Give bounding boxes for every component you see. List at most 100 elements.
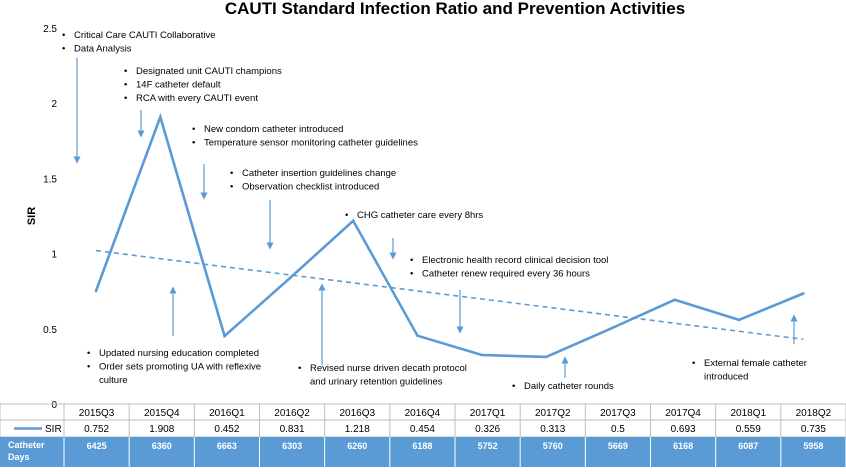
annotation-text: Designated unit CAUTI champions: [136, 66, 282, 77]
data-point: [673, 298, 676, 302]
annotation-text: Order sets promoting UA with reflexive: [99, 362, 261, 373]
data-point: [609, 327, 612, 331]
bullet-glyph: •: [692, 358, 695, 369]
data-point: [544, 355, 548, 359]
x-tick-label: 2018Q1: [730, 408, 766, 419]
ann-female: • External female catheter introduced: [692, 314, 807, 383]
data-label: 0.452: [214, 424, 239, 435]
annotation-text: Data Analysis: [74, 44, 132, 55]
bullet-glyph: •: [62, 30, 65, 41]
annotation-text: Revised nurse driven decath protocol: [310, 363, 467, 374]
data-label: 0.693: [671, 424, 696, 435]
data-label: 0.454: [410, 424, 435, 435]
x-tick-label: 2017Q1: [470, 408, 506, 419]
table-cell: 5958: [803, 441, 823, 451]
annotation-text: Temperature sensor monitoring catheter g…: [204, 138, 418, 149]
table-cell: 6260: [347, 441, 367, 451]
table-cell: 5752: [478, 441, 498, 451]
ann-insertion: • Catheter insertion guidelines change • Ob…: [230, 168, 396, 250]
annotation-text: CHG catheter care every 8hrs: [357, 210, 483, 221]
x-tick-label: 2016Q4: [405, 408, 441, 419]
y-tick-label: 1.5: [43, 174, 57, 185]
annotation-text: RCA with every CAUTI event: [136, 93, 258, 104]
ann-collaborative: • Critical Care CAUTI Collaborative • Data …: [62, 30, 215, 164]
ann-chg: • CHG catheter care every 8hrs: [345, 210, 483, 260]
ann-champions: • Designated unit CAUTI champions • 14F cat…: [124, 66, 282, 138]
annotation-text: Updated nursing education completed: [99, 348, 259, 359]
x-tick-label: 2017Q4: [665, 408, 701, 419]
data-label: 0.326: [475, 424, 500, 435]
bullet-glyph: •: [124, 66, 127, 77]
x-tick-label: 2016Q3: [339, 408, 375, 419]
series-sir: [94, 112, 805, 359]
data-label: 0.313: [540, 424, 565, 435]
bullet-glyph: •: [512, 381, 515, 392]
table-cell: 6168: [673, 441, 693, 451]
ann-education: • Updated nursing education completed • Ord…: [87, 286, 261, 386]
trendline: [95, 249, 804, 341]
table-cell: 6087: [738, 441, 758, 451]
ann-condom: • New condom catheter introduced • Temperat…: [192, 124, 418, 200]
y-axis: 0 0.5 1 1.5 2 2.5: [43, 24, 57, 411]
bullet-glyph: •: [192, 124, 195, 135]
ann-rounds: • Daily catheter rounds: [512, 356, 614, 392]
table-cell: 6360: [152, 441, 172, 451]
chart-title: CAUTI Standard Infection Ratio and Preve…: [225, 0, 685, 18]
series-line-sir: [94, 112, 804, 359]
data-label: 0.559: [736, 424, 761, 435]
data-point: [480, 353, 484, 357]
data-label: 0.735: [801, 424, 826, 435]
bullet-glyph: •: [410, 255, 413, 266]
data-label: 1.908: [149, 424, 174, 435]
bullet-glyph: •: [192, 138, 195, 149]
data-table: 2015Q3 2015Q4 2016Q1 2016Q2 2016Q3 2016Q4 2017…: [0, 403, 846, 467]
table-cell: 6425: [87, 441, 107, 451]
x-tick-label: 2015Q3: [79, 408, 115, 419]
annotation-text: Observation checklist introduced: [242, 182, 379, 193]
annotation-text: Catheter renew required every 36 hours: [422, 269, 590, 280]
trendline-line: [95, 249, 804, 341]
data-point: [802, 292, 805, 295]
y-tick-label: 0: [51, 400, 57, 411]
table-cell: 6663: [217, 441, 237, 451]
table-cell: 6188: [412, 441, 432, 451]
bullet-glyph: •: [298, 363, 301, 374]
bullet-glyph: •: [230, 182, 233, 193]
annotation-text: introduced: [704, 372, 748, 383]
bullet-glyph: •: [124, 93, 127, 104]
table-cell: 6303: [282, 441, 302, 451]
annotation-text: New condom catheter introduced: [204, 124, 343, 135]
x-tick-label: 2015Q4: [144, 408, 180, 419]
y-tick-label: 2.5: [43, 24, 57, 35]
annotation-text: Daily catheter rounds: [524, 381, 614, 392]
y-axis-label: SIR: [26, 207, 38, 225]
data-point: [737, 318, 741, 322]
annotation-text: and urinary retention guidelines: [310, 377, 443, 388]
bullet-glyph: •: [124, 80, 127, 91]
ann-ehr: • Electronic health record clinical decis…: [410, 255, 608, 334]
table-row-label: Catheter: [8, 440, 45, 450]
y-tick-label: 1: [51, 250, 57, 261]
annotation-text: 14F catheter default: [136, 80, 221, 91]
table-row-catheter-days: [0, 437, 846, 467]
data-point: [94, 289, 98, 293]
x-tick-label: 2016Q1: [209, 408, 245, 419]
annotation-text: Catheter insertion guidelines change: [242, 168, 396, 179]
data-label: 0.752: [84, 424, 109, 435]
data-label: 0.831: [280, 424, 305, 435]
table-cell: 5760: [543, 441, 563, 451]
data-point: [223, 334, 226, 338]
bullet-glyph: •: [62, 44, 65, 55]
bullet-glyph: •: [410, 269, 413, 280]
bullet-glyph: •: [87, 348, 90, 359]
bullet-glyph: •: [230, 168, 233, 179]
data-label: 1.218: [345, 424, 370, 435]
annotation-text: culture: [99, 375, 128, 386]
x-tick-label: 2017Q3: [600, 408, 636, 419]
x-tick-label: 2018Q2: [796, 408, 832, 419]
bullet-glyph: •: [87, 362, 90, 373]
ann-decath: • Revised nurse driven decath protocol and…: [298, 283, 467, 388]
data-point: [159, 115, 162, 119]
annotation-text: Critical Care CAUTI Collaborative: [74, 30, 215, 41]
